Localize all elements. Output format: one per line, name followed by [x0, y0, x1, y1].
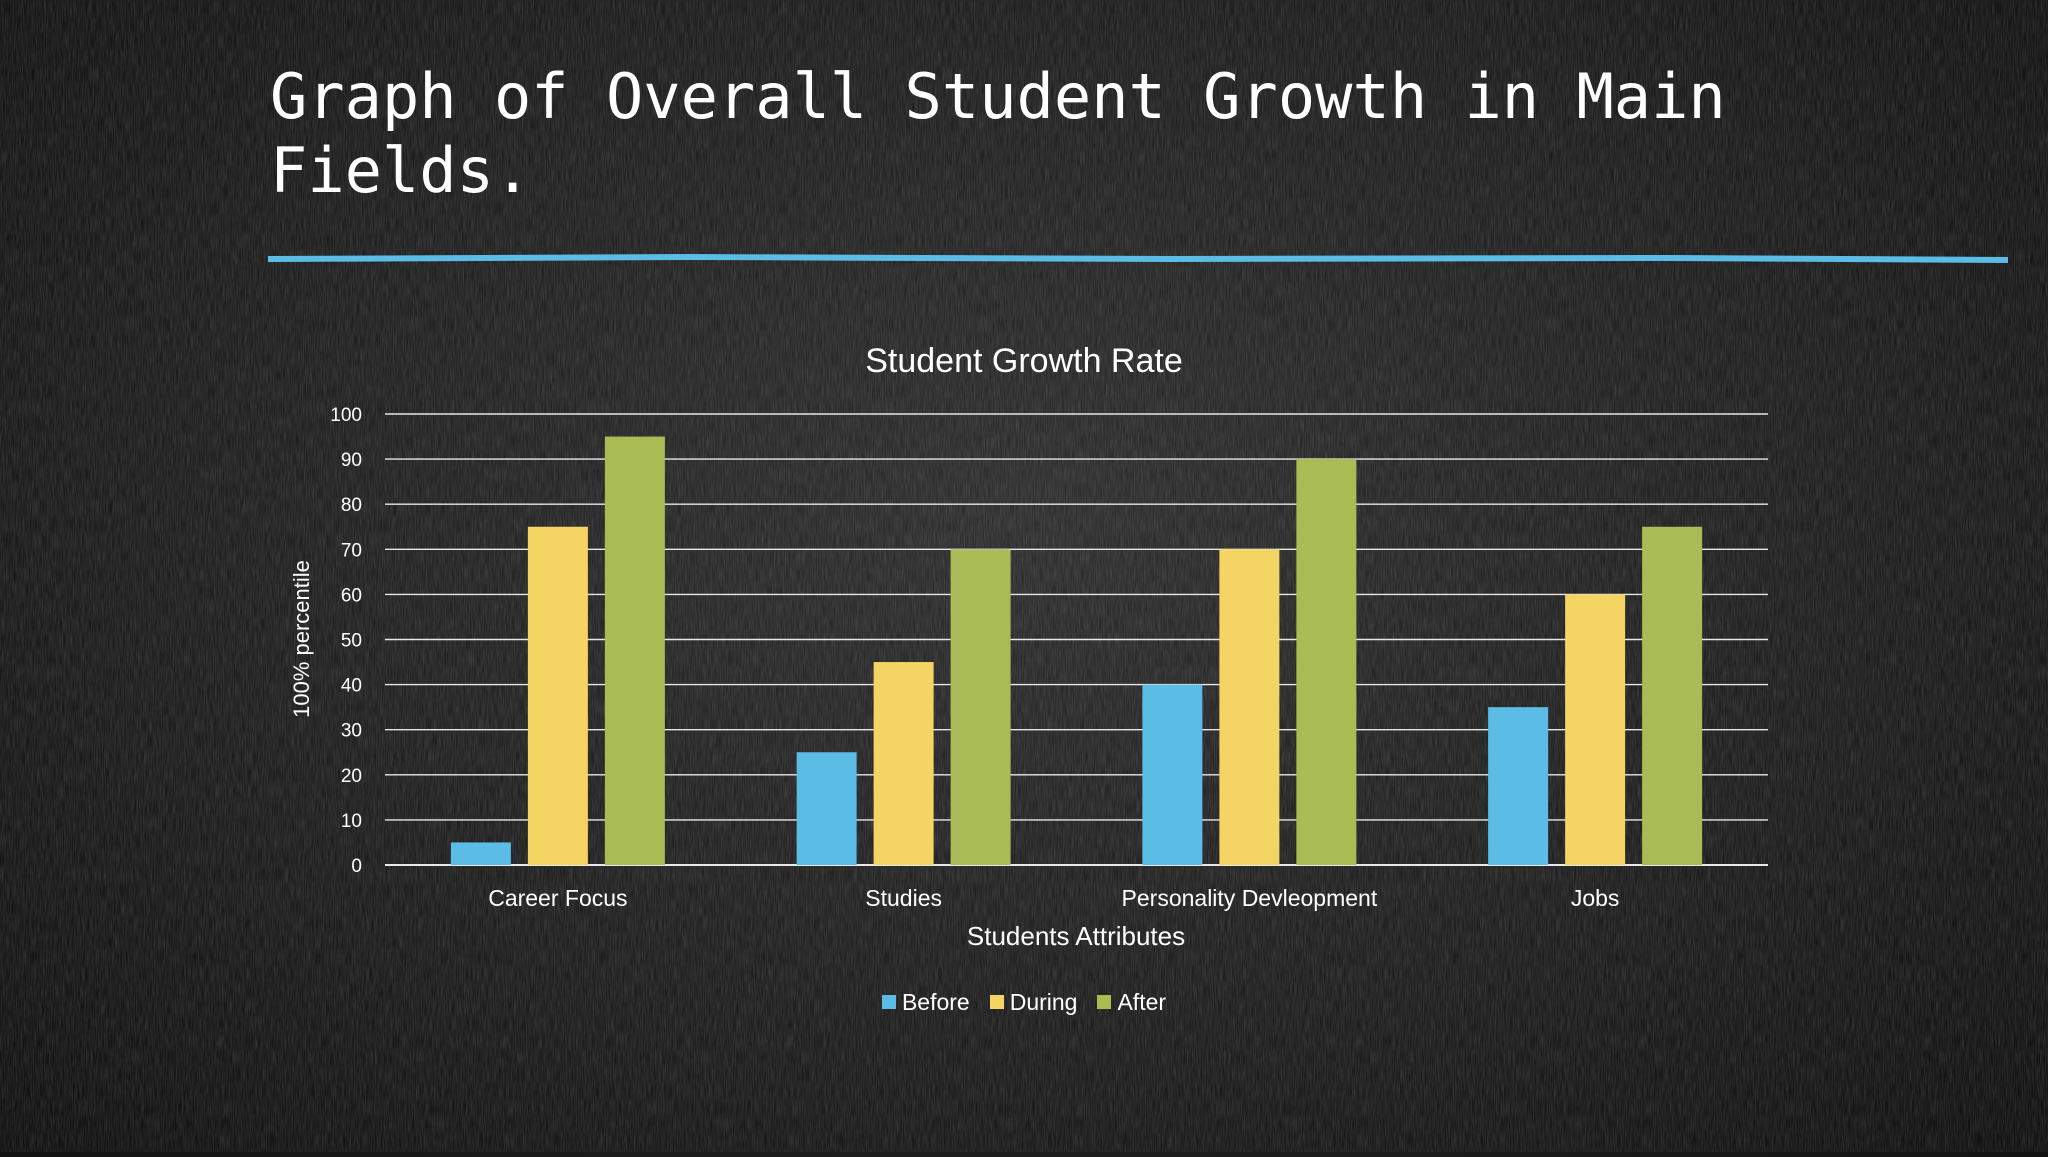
bars	[450, 436, 1703, 865]
x-tick-label: Studies	[865, 885, 942, 911]
chart-legend: Before During After	[0, 985, 2048, 1019]
x-tick-label: Jobs	[1571, 885, 1620, 911]
y-tick-label: 40	[341, 676, 362, 697]
chart-title: Student Growth Rate	[865, 342, 1183, 380]
gridlines	[385, 413, 1768, 866]
y-tick-label: 100	[330, 405, 362, 426]
y-tick-label: 80	[341, 495, 362, 516]
y-tick-label: 0	[351, 856, 362, 877]
y-axis-ticks: 0 10 20 30 40 50 60 70 80 90 100	[330, 405, 362, 877]
bar-before	[450, 842, 511, 865]
legend-label: After	[1117, 988, 1167, 1015]
y-tick-label: 30	[341, 721, 362, 742]
legend-item-after: After	[1097, 989, 1166, 1016]
y-tick-label: 50	[341, 631, 362, 652]
legend-label: Before	[901, 988, 970, 1015]
legend-swatch	[989, 995, 1004, 1009]
bar-during	[873, 662, 934, 865]
y-axis-label: 100% percentile	[289, 560, 314, 718]
bar-after	[950, 549, 1011, 865]
y-tick-label: 60	[341, 585, 362, 606]
bar-during	[1219, 549, 1280, 865]
legend-item-before: Before	[881, 988, 970, 1016]
bar-before	[1488, 707, 1549, 865]
y-tick-label: 20	[341, 766, 362, 787]
bar-during	[1565, 594, 1626, 865]
bar-during	[527, 526, 588, 865]
bar-before	[796, 752, 857, 865]
legend-label: During	[1009, 988, 1078, 1015]
bar-after	[1296, 459, 1357, 865]
slide-title: Graph of Overall Student Growth in Main …	[270, 60, 1726, 207]
x-axis-ticks: Career Focus Studies Personality Devleopme…	[488, 885, 1619, 911]
bar-after	[1642, 526, 1703, 865]
legend-swatch	[1097, 995, 1112, 1009]
legend-item-during: During	[989, 988, 1078, 1016]
bar-after	[604, 436, 665, 865]
y-tick-label: 90	[341, 450, 362, 471]
legend-swatch	[881, 995, 896, 1009]
x-tick-label: Career Focus	[488, 885, 627, 911]
y-tick-label: 70	[341, 540, 362, 561]
bar-before	[1142, 684, 1203, 865]
x-axis-label: Students Attributes	[967, 921, 1185, 951]
title-underline	[268, 253, 2008, 263]
y-tick-label: 10	[341, 811, 362, 832]
x-tick-label: Personality Devleopment	[1122, 885, 1378, 911]
